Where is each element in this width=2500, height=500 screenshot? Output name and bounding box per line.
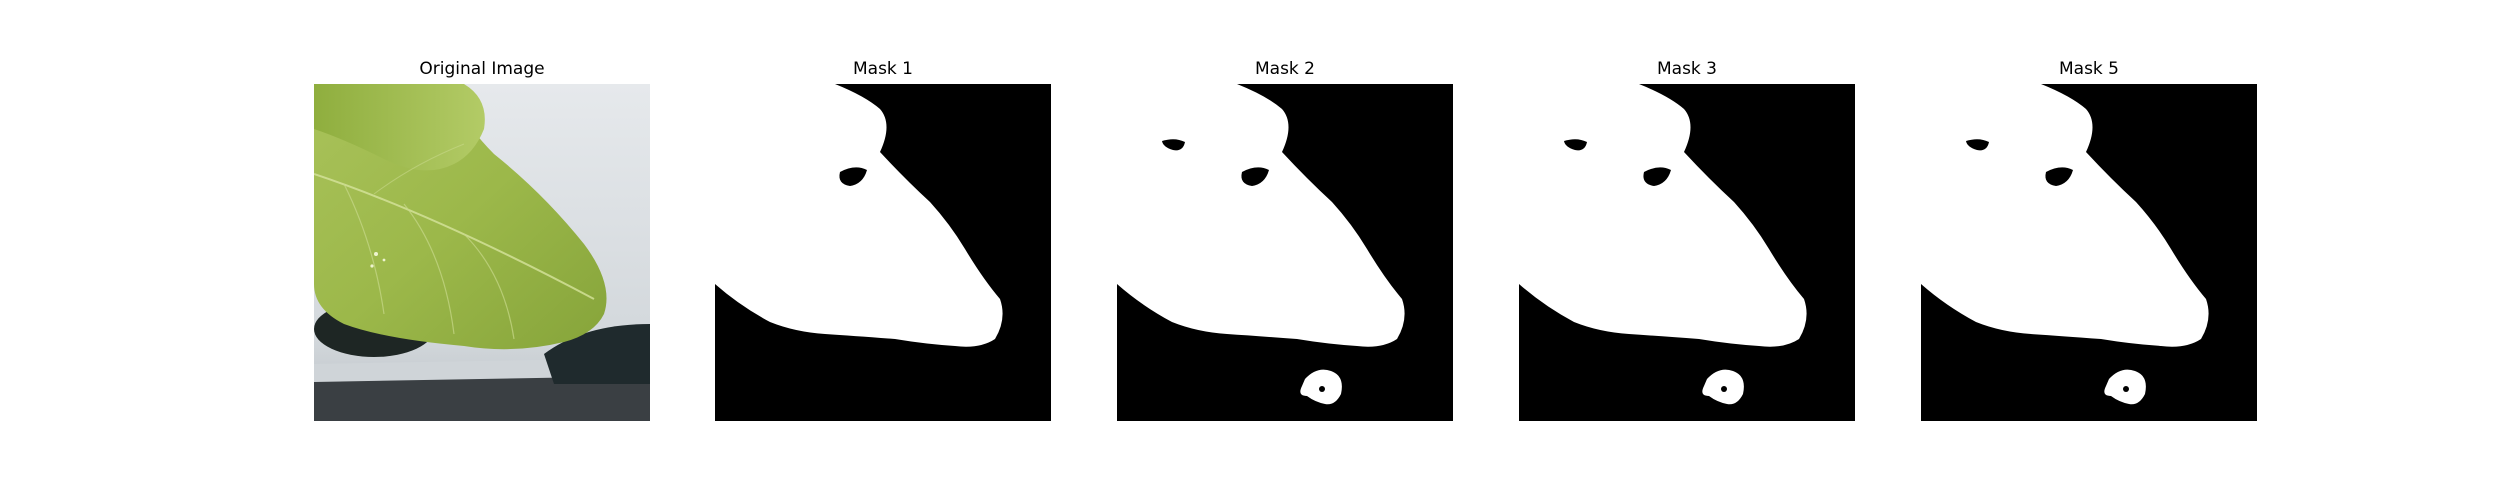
panel-title: Mask 2 xyxy=(1254,59,1315,79)
original-image xyxy=(314,84,650,421)
mask-image xyxy=(1519,84,1855,421)
mask-image xyxy=(1921,84,2257,421)
mask-2-graphic xyxy=(1117,84,1453,421)
mask-image xyxy=(715,84,1051,421)
leaf-photo xyxy=(314,84,650,421)
panel-title: Mask 1 xyxy=(852,59,913,79)
mask-1-graphic xyxy=(715,84,1051,421)
mask-5-graphic xyxy=(1921,84,2257,421)
panel-title: Original Image xyxy=(419,59,545,79)
panel-title: Mask 5 xyxy=(2058,59,2119,79)
mask-3-graphic xyxy=(1519,84,1855,421)
panel-title: Mask 3 xyxy=(1656,59,1717,79)
mask-image xyxy=(1117,84,1453,421)
